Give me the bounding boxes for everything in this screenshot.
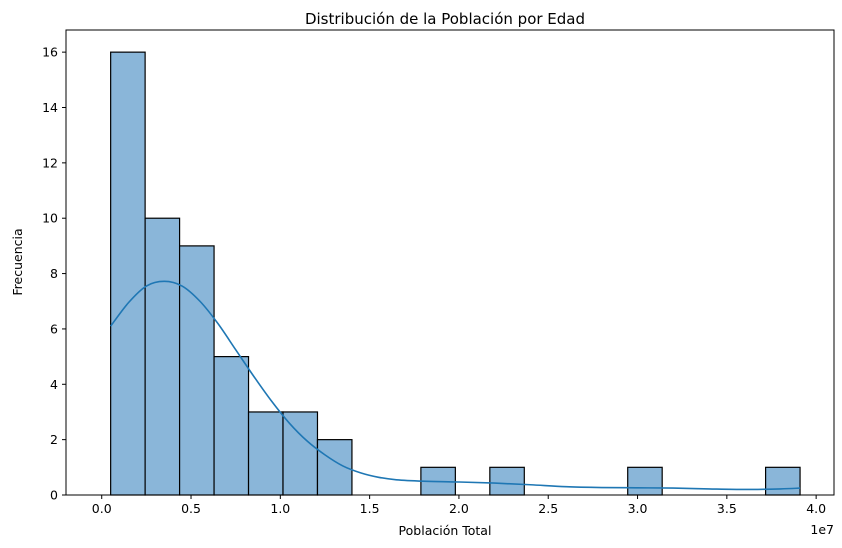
- histogram-bar-3: [213, 356, 250, 496]
- x-tick-label: 0.5: [181, 501, 201, 516]
- x-tick-label: 3.5: [717, 501, 737, 516]
- x-tick-label: 2.5: [538, 501, 558, 516]
- y-tick-label: 12: [42, 155, 58, 170]
- x-tick-label: 1.5: [360, 501, 380, 516]
- chart-title: Distribución de la Población por Edad: [305, 10, 585, 28]
- histogram-bar-5: [282, 411, 319, 496]
- x-tick-label: 0.0: [92, 501, 112, 516]
- plot-area-frame: [65, 29, 835, 496]
- y-tick-label: 16: [42, 45, 58, 60]
- x-axis-offset-label: 1e7: [810, 522, 834, 537]
- x-tick-label: 1.0: [270, 501, 290, 516]
- x-axis-ticks: 0.0 0.5 1.0 1.5 2.0 2.5 3.0 3.5 4.0: [92, 495, 826, 516]
- histogram-bar-10: [764, 466, 801, 496]
- y-tick-label: 6: [50, 321, 58, 336]
- histogram-bar-0: [110, 51, 146, 496]
- y-tick-label: 10: [42, 211, 58, 226]
- y-tick-label: 4: [50, 377, 58, 392]
- histogram-bar-4: [247, 411, 284, 496]
- y-axis-ticks: 0 2 4 6 8 10 12 14 16: [42, 45, 66, 503]
- kde-curve-group: [110, 280, 801, 491]
- x-tick-label: 3.0: [628, 501, 648, 516]
- y-tick-label: 0: [50, 488, 58, 503]
- x-axis-label: Población Total: [399, 523, 492, 538]
- histogram-bar-2: [178, 245, 215, 496]
- histogram-bar-9: [627, 466, 663, 496]
- x-tick-label: 4.0: [806, 501, 826, 516]
- x-tick-label: 2.0: [449, 501, 469, 516]
- y-axis-label: Frecuencia: [10, 228, 25, 295]
- histogram-bar-1: [144, 217, 181, 496]
- y-tick-label: 2: [50, 432, 58, 447]
- histogram-bar-8: [489, 466, 525, 496]
- kde-line: [110, 280, 801, 491]
- y-tick-label: 14: [42, 100, 58, 115]
- histogram-bars: [110, 51, 801, 496]
- y-tick-label: 8: [50, 266, 58, 281]
